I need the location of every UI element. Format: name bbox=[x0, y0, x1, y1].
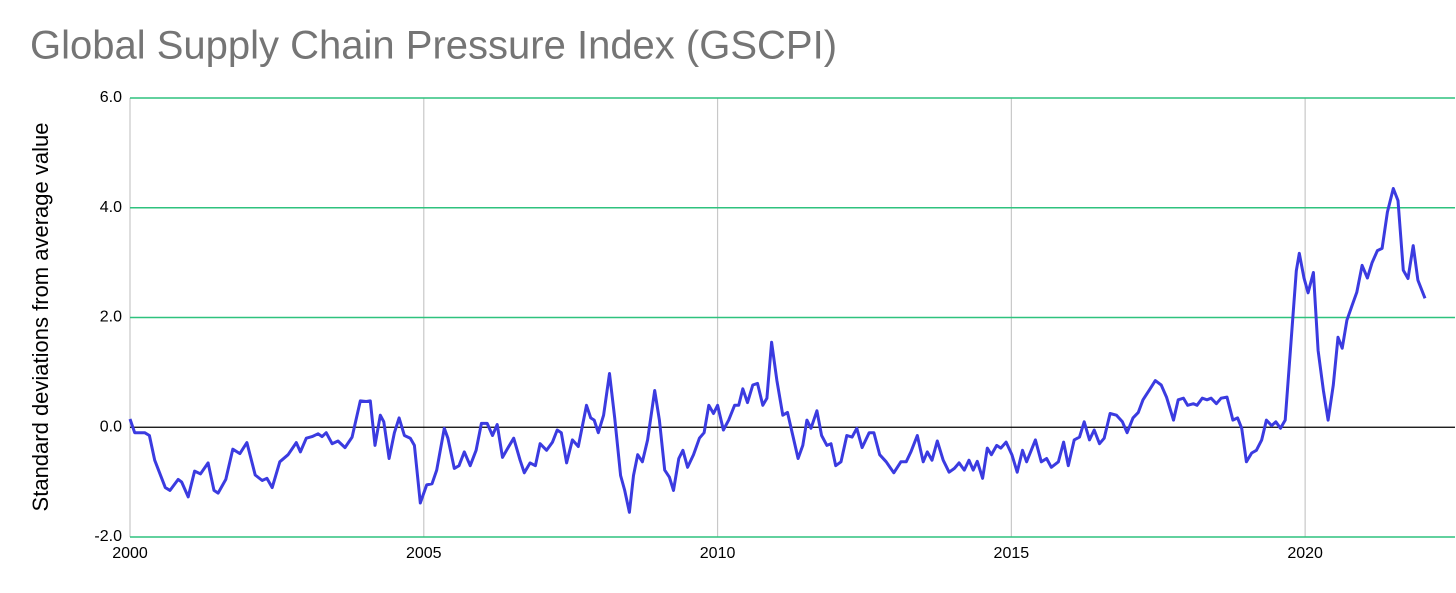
x-tick-label: 2005 bbox=[406, 545, 442, 562]
y-tick-label: 2.0 bbox=[100, 309, 122, 326]
y-tick-label: -2.0 bbox=[94, 528, 122, 545]
y-tick-label: 6.0 bbox=[100, 89, 122, 106]
x-tick-label: 2015 bbox=[994, 545, 1030, 562]
y-tick-label: 4.0 bbox=[100, 199, 122, 216]
chart-title: Global Supply Chain Pressure Index (GSCP… bbox=[30, 24, 837, 68]
x-tick-label: 2010 bbox=[700, 545, 736, 562]
x-tick-label: 2020 bbox=[1287, 545, 1323, 562]
y-axis-label: Standard deviations from average value bbox=[28, 123, 53, 512]
y-tick-label: 0.0 bbox=[100, 418, 122, 435]
data-line bbox=[128, 187, 1427, 514]
x-tick-label: 2000 bbox=[112, 545, 148, 562]
